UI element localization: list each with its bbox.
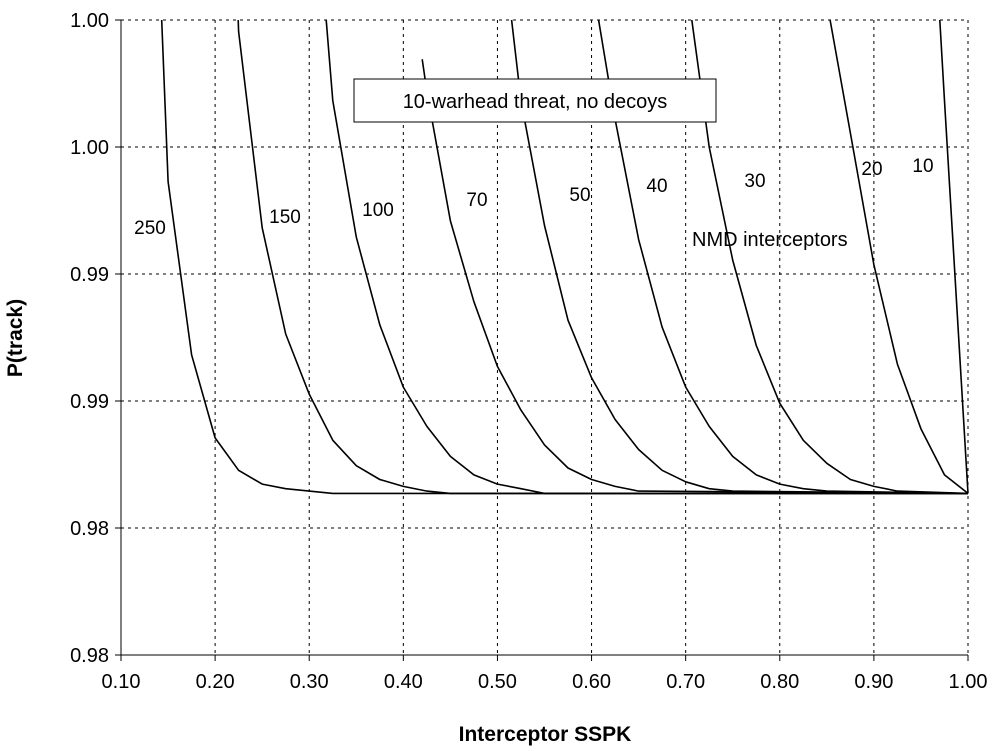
curve-label-150: 150 <box>269 207 301 228</box>
annotation-box-text: 10-warhead threat, no decoys <box>403 91 668 113</box>
series-line-150 <box>237 19 968 495</box>
series-line-50 <box>510 19 969 495</box>
curve-label-30: 30 <box>744 171 765 192</box>
curve-label-100: 100 <box>362 200 394 221</box>
series-line-30 <box>691 19 969 495</box>
x-tick-label: 0.50 <box>478 671 517 693</box>
curves <box>160 19 969 495</box>
series-line-10 <box>939 19 969 494</box>
y-tick-label: 1.00 <box>70 137 109 159</box>
x-tick-label: 0.20 <box>196 671 235 693</box>
x-tick-label: 0.30 <box>290 671 329 693</box>
curve-label-10: 10 <box>912 156 933 177</box>
x-tick-label: 0.60 <box>572 671 611 693</box>
y-tick-label: 1.00 <box>70 10 109 32</box>
x-tick-labels: 0.10 0.20 0.30 0.40 0.50 0.60 0.70 0.80 0.90 1.00 <box>102 671 988 693</box>
y-axis-title: P(track) <box>4 299 27 377</box>
y-tick-label: 0.99 <box>70 391 109 413</box>
series-line-100 <box>325 19 968 495</box>
x-tick-label: 0.40 <box>384 671 423 693</box>
curve-label-40: 40 <box>646 176 667 197</box>
x-tick-label: 0.80 <box>760 671 799 693</box>
y-tick-labels: 0.98 0.98 0.99 0.99 1.00 1.00 <box>70 10 109 667</box>
series-line-70 <box>421 59 969 495</box>
y-tick-label: 0.99 <box>70 264 109 286</box>
curve-labels: 250 150 100 70 50 40 30 20 10 <box>134 156 933 239</box>
x-tick-label: 0.10 <box>102 671 141 693</box>
series-line-40 <box>597 19 969 495</box>
curve-label-20: 20 <box>861 159 882 180</box>
y-tick-marks <box>115 19 121 656</box>
y-tick-label: 0.98 <box>70 645 109 667</box>
series-line-20 <box>829 19 969 495</box>
curve-label-70: 70 <box>466 190 487 211</box>
grid <box>121 19 969 655</box>
annotation-box-frame <box>353 78 717 123</box>
y-tick-label: 0.98 <box>70 518 109 540</box>
x-tick-marks <box>120 655 969 661</box>
annotation-text: NMD interceptors <box>692 229 848 251</box>
series-line-250 <box>160 19 968 495</box>
curve-label-250: 250 <box>134 218 166 239</box>
x-tick-label: 0.70 <box>666 671 705 693</box>
plot-area <box>121 20 968 655</box>
x-tick-label: 0.90 <box>854 671 893 693</box>
curve-label-50: 50 <box>569 185 590 206</box>
x-axis-title: Interceptor SSPK <box>459 723 632 746</box>
x-tick-label: 1.00 <box>949 671 988 693</box>
